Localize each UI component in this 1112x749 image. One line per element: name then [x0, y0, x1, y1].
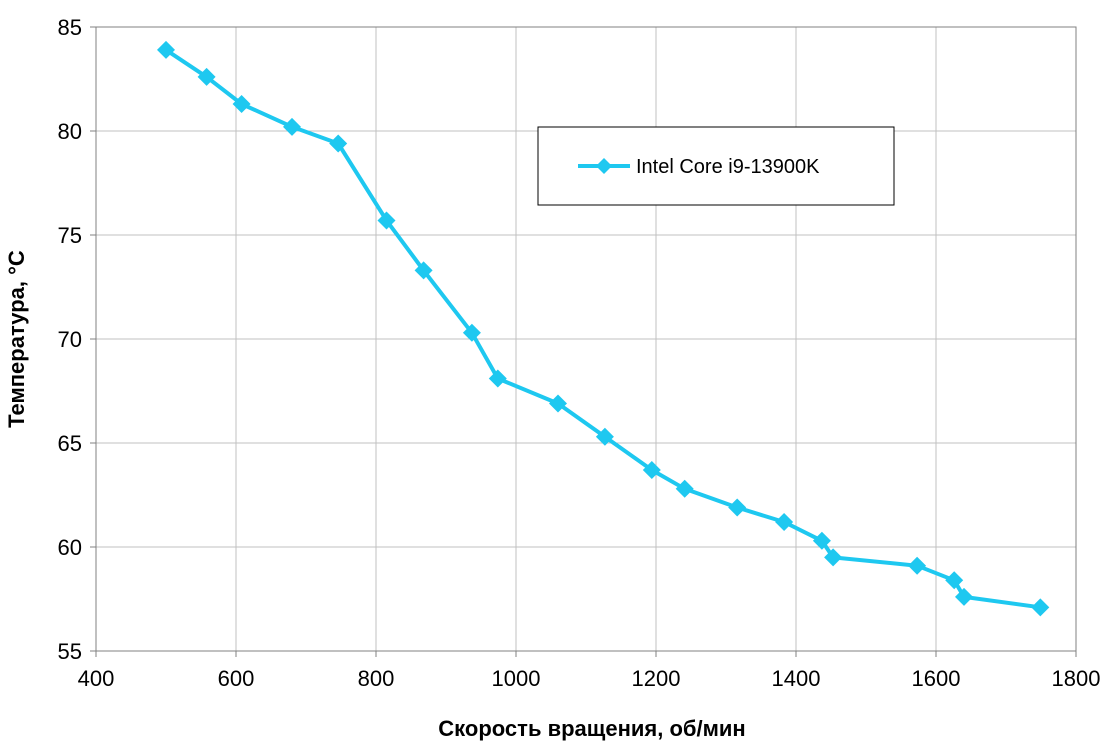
data-point-marker — [908, 556, 927, 575]
x-tick-label: 1400 — [772, 666, 821, 691]
axis-ticks: 400 600 800 1000 1200 1400 1600 1800 55 60 65 70 75 8… — [58, 15, 1101, 691]
legend-marker — [596, 158, 612, 174]
series-layer — [157, 40, 1050, 617]
data-point-marker — [945, 571, 964, 590]
data-point-marker — [1031, 598, 1050, 617]
x-tick-label: 1600 — [912, 666, 961, 691]
data-point-marker — [728, 498, 747, 517]
data-point-marker — [812, 531, 831, 550]
data-point-marker — [283, 117, 301, 136]
x-tick-label: 1800 — [1052, 666, 1101, 691]
data-point-marker — [329, 134, 348, 153]
legend: Intel Core i9-13900K — [537, 126, 895, 206]
data-point-marker — [549, 394, 567, 413]
x-tick-label: 400 — [78, 666, 115, 691]
grid — [96, 27, 1076, 651]
data-point-marker — [675, 479, 694, 498]
data-point-marker — [595, 427, 614, 446]
y-tick-label: 60 — [58, 535, 82, 560]
data-point-marker — [488, 369, 507, 388]
data-point-marker — [775, 513, 794, 532]
y-axis-title: Температура, °C — [4, 250, 29, 428]
x-tick-label: 1000 — [492, 666, 541, 691]
data-point-marker — [824, 548, 843, 567]
data-point-marker — [642, 461, 661, 480]
data-point-marker — [414, 261, 433, 280]
x-tick-label: 600 — [218, 666, 255, 691]
y-tick-label: 75 — [58, 223, 82, 248]
y-tick-label: 65 — [58, 431, 82, 456]
y-tick-label: 85 — [58, 15, 82, 40]
legend-label: Intel Core i9-13900K — [636, 156, 820, 178]
x-axis-title: Скорость вращения, об/мин — [438, 716, 745, 741]
x-tick-label: 800 — [358, 666, 395, 691]
y-tick-label: 80 — [58, 119, 82, 144]
data-point-marker — [462, 323, 481, 342]
y-tick-label: 70 — [58, 327, 82, 352]
y-tick-label: 55 — [58, 639, 82, 664]
x-tick-label: 1200 — [632, 666, 681, 691]
data-point-marker — [157, 40, 175, 59]
data-point-marker — [377, 211, 396, 230]
data-point-marker — [232, 94, 251, 113]
data-point-marker — [197, 67, 216, 86]
data-point-marker — [955, 587, 973, 606]
